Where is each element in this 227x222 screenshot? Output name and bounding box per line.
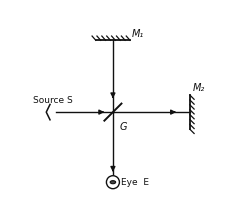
Text: G: G [120, 123, 127, 133]
Text: Eye  E: Eye E [121, 178, 149, 187]
Ellipse shape [110, 181, 116, 184]
Text: Source S: Source S [33, 96, 72, 105]
Text: M₁: M₁ [132, 29, 144, 39]
Text: M₂: M₂ [192, 83, 205, 93]
